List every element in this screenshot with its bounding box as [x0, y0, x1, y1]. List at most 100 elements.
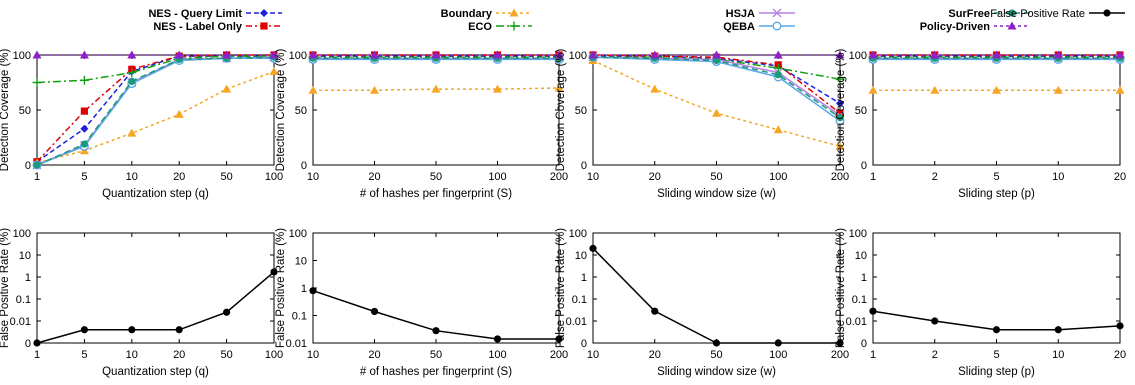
x-tick-label: 100: [265, 349, 283, 361]
y-tick-label: 1: [25, 272, 31, 284]
legend-item-hsja: HSJA: [726, 8, 795, 20]
legend-item-surfree: SurFree: [948, 8, 1030, 20]
data-point: [269, 50, 279, 59]
y-axis-label: False Positive Rate (%): [835, 228, 847, 348]
legend-label: HSJA: [726, 8, 755, 20]
y-tick-label: 0.1: [292, 311, 307, 323]
data-point: [712, 50, 721, 59]
data-point: [33, 339, 41, 347]
data-point: [493, 50, 502, 59]
data-point: [774, 71, 782, 79]
x-tick-label: 20: [1114, 171, 1126, 183]
legend-label: QEBA: [723, 21, 755, 33]
y-axis-label: Detection Coverage (%): [555, 48, 567, 171]
x-tick-label: 5: [81, 349, 87, 361]
x-axis-label: Quantization step (q): [102, 366, 209, 378]
x-tick-label: 10: [307, 349, 319, 361]
y-axis-label: Detection Coverage (%): [835, 48, 847, 171]
panel-bottom-4: 0 0.01 0.1 1 10 100 1 2 5 10 20 Sliding step (p) Fal…: [835, 228, 1126, 378]
data-point: [868, 50, 878, 59]
data-point: [651, 307, 659, 315]
x-tick-label: 100: [265, 171, 283, 183]
data-point: [773, 125, 783, 134]
y-tick-label: 100: [569, 228, 587, 240]
data-point: [774, 339, 782, 347]
series-line: [36, 54, 274, 163]
panel-top-1: 0 50 100 1 5 10 20 50 100 Quantization step (q) De…: [0, 48, 283, 200]
data-point: [836, 339, 844, 347]
data-point: [836, 114, 844, 122]
legend-marker-square: [260, 22, 268, 30]
x-tick-label: 1: [870, 349, 876, 361]
legend-label: False Positive Rate: [990, 8, 1085, 20]
x-tick-label: 10: [1052, 171, 1064, 183]
data-point: [1054, 326, 1062, 334]
legend-item-false-positive-rate: False Positive Rate: [990, 8, 1125, 20]
series-line: [592, 59, 841, 148]
x-axis-label: Sliding window size (w): [657, 188, 776, 200]
data-point: [309, 287, 317, 295]
legend-marker-triangle: [1007, 21, 1017, 30]
y-tick-label: 0.1: [852, 294, 867, 306]
x-tick-label: 200: [831, 171, 849, 183]
legend-marker-circle-open: [772, 21, 782, 31]
data-point: [308, 85, 318, 94]
y-axis-label: Detection Coverage (%): [275, 48, 287, 171]
y-tick-label: 0: [25, 160, 31, 172]
x-tick-label: 50: [430, 349, 442, 361]
y-tick-label: 0: [581, 160, 587, 172]
x-tick-label: 20: [368, 171, 380, 183]
y-tick-label: 1: [301, 283, 307, 295]
x-axis-label: Sliding step (p): [958, 366, 1035, 378]
y-tick-label: 1: [861, 272, 867, 284]
y-tick-label: 50: [855, 105, 867, 117]
series-policy-driven: [308, 50, 564, 59]
data-point: [836, 99, 844, 108]
data-point: [79, 75, 89, 85]
data-point: [712, 339, 721, 347]
x-axis-label: Quantization step (q): [102, 188, 209, 200]
data-point: [1053, 85, 1063, 94]
data-point: [431, 50, 441, 59]
data-point: [174, 109, 184, 118]
legend-label: NES - Query Limit: [148, 8, 242, 20]
x-tick-label: 1: [870, 171, 876, 183]
data-point: [554, 83, 564, 92]
x-tick-label: 50: [710, 349, 722, 361]
data-point: [127, 68, 137, 78]
y-tick-label: 100: [13, 50, 31, 62]
x-tick-label: 20: [173, 349, 185, 361]
data-point: [128, 77, 136, 85]
x-axis-label: Sliding window size (w): [657, 366, 776, 378]
x-tick-label: 5: [81, 171, 87, 183]
data-point: [32, 50, 42, 59]
data-point: [32, 78, 42, 87]
data-point: [992, 326, 1001, 334]
data-point: [650, 50, 660, 59]
panel-top-3: 0 50 100 10 20 50 100 200 Sliding window size (w…: [555, 48, 849, 200]
panel-bottom-2: 0.01 0.1 1 10 100 10 20 50 100 200 # of hashes per…: [275, 228, 568, 378]
x-tick-label: 2: [932, 349, 938, 361]
x-tick-label: 10: [307, 171, 319, 183]
series-line: [592, 56, 841, 119]
series-line: [36, 57, 274, 166]
data-point: [127, 128, 137, 137]
series-line: [36, 271, 275, 344]
y-tick-label: 0: [861, 160, 867, 172]
data-point: [128, 326, 136, 334]
data-point: [33, 161, 41, 169]
plot-frame: [872, 54, 1121, 166]
y-tick-label: 10: [295, 256, 307, 268]
series-false-positive-rate: [33, 268, 278, 347]
series-false-positive-rate: [869, 307, 1124, 334]
data-point: [175, 326, 183, 334]
series-line: [592, 247, 840, 344]
panel-bottom-1: 0 0.01 0.1 1 10 100 1 5 10 20 50 100 Quantization st…: [0, 228, 283, 378]
x-tick-label: 5: [993, 349, 999, 361]
plot-frame: [312, 54, 560, 166]
series-policy-driven: [868, 50, 1125, 59]
x-tick-label: 100: [488, 171, 506, 183]
data-point: [1115, 85, 1125, 94]
x-axis-label: # of hashes per fingerprint (S): [360, 366, 512, 378]
